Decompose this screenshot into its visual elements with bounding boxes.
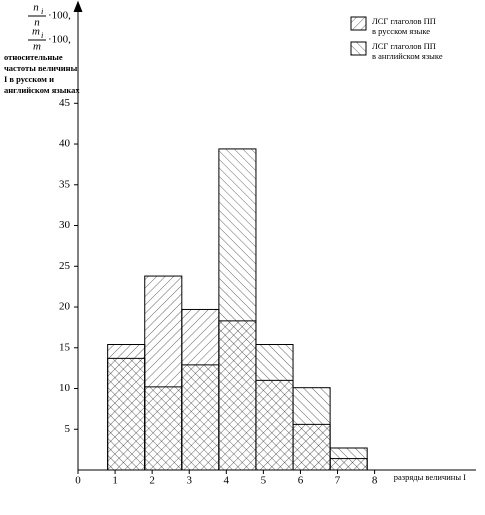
bar <box>144 386 183 471</box>
y-tick-label: 45 <box>59 97 71 109</box>
bar <box>292 387 331 471</box>
bar <box>181 364 220 471</box>
y-tick-label: 30 <box>59 219 71 231</box>
legend-line: в русском языке <box>372 26 430 36</box>
fraction-denominator: m <box>33 41 41 53</box>
y-axis-label: I в русском и <box>4 74 54 84</box>
x-tick-label: 3 <box>186 475 192 487</box>
legend-line: ЛСГ глаголов ПП <box>372 41 436 51</box>
y-axis-label: английском языках <box>4 85 80 95</box>
fraction-suffix: ·100, <box>48 10 71 22</box>
legend-swatch <box>350 41 367 56</box>
x-tick-label: 6 <box>298 475 304 487</box>
fraction-subscript: i <box>41 6 44 16</box>
legend-label: ЛСГ глаголов ПП в английском языке <box>372 41 443 61</box>
y-tick-label: 20 <box>59 301 71 313</box>
legend-swatch <box>350 16 367 31</box>
x-tick-label: 0 <box>75 475 81 487</box>
x-tick-label: 5 <box>261 475 267 487</box>
x-tick-label: 8 <box>372 475 378 487</box>
fraction-numerator: m <box>32 26 40 38</box>
y-tick-label: 35 <box>59 178 71 190</box>
bar <box>329 447 368 471</box>
bar <box>255 344 294 471</box>
y-tick-label: 5 <box>65 423 71 435</box>
legend-label: ЛСГ глаголов ПП в русском языке <box>372 16 436 36</box>
x-tick-label: 7 <box>335 475 341 487</box>
fraction-subscript: i <box>41 30 44 40</box>
fraction-denominator: n <box>34 17 40 29</box>
y-axis-label: относительные <box>4 52 63 62</box>
bar <box>218 148 257 471</box>
x-tick-label: 4 <box>224 475 230 487</box>
y-axis-label: частоты величины <box>4 63 78 73</box>
legend-line: в английском языке <box>372 51 443 61</box>
bar <box>107 357 146 471</box>
x-tick-label: 1 <box>112 475 118 487</box>
x-axis-label: разряды величины I <box>394 472 466 482</box>
y-tick-label: 10 <box>59 382 71 394</box>
x-tick-label: 2 <box>149 475 155 487</box>
legend-line: ЛСГ глаголов ПП <box>372 16 436 26</box>
y-tick-label: 15 <box>59 341 71 353</box>
fraction-numerator: n <box>33 2 39 14</box>
y-tick-label: 40 <box>59 138 71 150</box>
y-tick-label: 25 <box>59 260 71 272</box>
fraction-suffix: ·100, <box>48 34 71 46</box>
